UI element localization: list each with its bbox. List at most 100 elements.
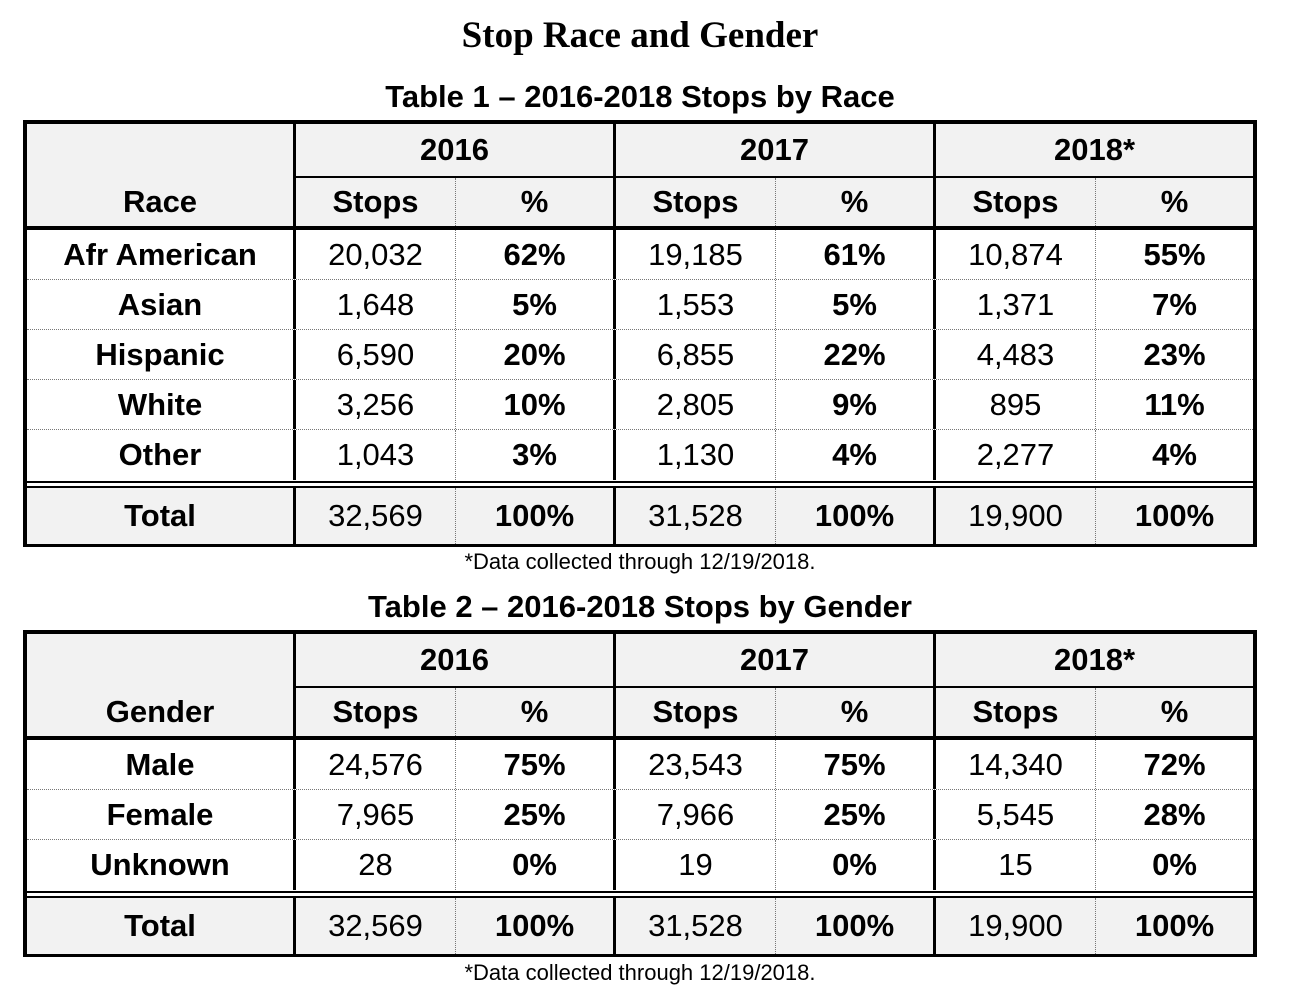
- table-cell: 4%: [1152, 437, 1197, 472]
- table-cell: 7%: [1152, 286, 1197, 322]
- table-cell: 28%: [1143, 796, 1206, 832]
- row-label: White: [27, 380, 296, 429]
- row-label: Afr American: [27, 230, 296, 279]
- table-cell: 19,185: [616, 230, 776, 279]
- table-row: Hispanic 6,590 20% 6,855 22% 4,483 23%: [27, 330, 1253, 380]
- gender-table: Gender 2016 2017 2018* Stops % Stops % S…: [23, 630, 1257, 957]
- table-cell: 31,528: [616, 898, 776, 954]
- table-cell: 22%: [776, 330, 936, 379]
- table-row: Asian 1,648 5% 1,553 5% 1,371 7%: [27, 280, 1253, 330]
- table-row: Unknown 28 0% 19 0% 15 0%: [27, 840, 1253, 898]
- table-cell: 1,553: [616, 280, 776, 329]
- table-cell: 3,256: [296, 380, 456, 429]
- table-cell: 3%: [456, 430, 616, 480]
- row-label: Total: [27, 488, 296, 544]
- year-header: 2018*: [936, 634, 1253, 688]
- subheader-stops: Stops: [296, 688, 456, 736]
- total-row: Total 32,569 100% 31,528 100% 19,900 100…: [27, 488, 1253, 544]
- table-cell: 895: [936, 380, 1096, 429]
- table-cell: 75%: [776, 740, 936, 789]
- table-1-footnote: *Data collected through 12/19/2018.: [464, 549, 816, 574]
- table-cell: 0%: [776, 840, 936, 890]
- row-label: Asian: [27, 280, 296, 329]
- table-cell: 1,130: [616, 430, 776, 480]
- table-cell: 2,277: [936, 430, 1096, 480]
- subheader-stops: Stops: [936, 178, 1096, 226]
- subheader-stops: Stops: [616, 688, 776, 736]
- subheader-percent: %: [456, 688, 616, 736]
- table-cell: 19,900: [936, 898, 1096, 954]
- table-cell: 100%: [456, 898, 616, 954]
- row-label: Female: [27, 790, 296, 839]
- table-cell: 100%: [776, 898, 936, 954]
- table-cell: 9%: [776, 380, 936, 429]
- table-cell: 61%: [776, 230, 936, 279]
- table-cell: 100%: [456, 488, 616, 544]
- table-cell: 0%: [1152, 847, 1197, 882]
- table-cell: 15: [936, 840, 1096, 890]
- table-cell: 20%: [456, 330, 616, 379]
- table-cell: 6,855: [616, 330, 776, 379]
- table-cell: 19: [616, 840, 776, 890]
- table-cell: 1,648: [296, 280, 456, 329]
- table-cell: 32,569: [296, 898, 456, 954]
- table-cell: 7,965: [296, 790, 456, 839]
- row-label: Hispanic: [27, 330, 296, 379]
- subheader-percent: %: [776, 688, 936, 736]
- subheader-percent: %: [456, 178, 616, 226]
- table-cell: 31,528: [616, 488, 776, 544]
- table-header: Race 2016 2017 2018* Stops % Stops % Sto…: [27, 124, 1253, 230]
- table-cell: 24,576: [296, 740, 456, 789]
- column-header-gender: Gender: [27, 634, 296, 736]
- row-label: Total: [27, 898, 296, 954]
- table-cell: 72%: [1143, 746, 1206, 782]
- table-row: Afr American 20,032 62% 19,185 61% 10,87…: [27, 230, 1253, 280]
- row-label: Male: [27, 740, 296, 789]
- table-cell: 25%: [456, 790, 616, 839]
- table-cell: 28: [296, 840, 456, 890]
- table-cell: 2,805: [616, 380, 776, 429]
- table-cell: 55%: [1143, 236, 1206, 272]
- table-row: Other 1,043 3% 1,130 4% 2,277 4%: [27, 430, 1253, 488]
- table-cell: 1,371: [936, 280, 1096, 329]
- race-table: Race 2016 2017 2018* Stops % Stops % Sto…: [23, 120, 1257, 547]
- table-cell: 10,874: [936, 230, 1096, 279]
- table-cell: 20,032: [296, 230, 456, 279]
- table-cell: 100%: [776, 488, 936, 544]
- table-cell: 1,043: [296, 430, 456, 480]
- subheader-stops: Stops: [936, 688, 1096, 736]
- subheader-percent: %: [1160, 184, 1189, 219]
- table-cell: 5,545: [936, 790, 1096, 839]
- table-cell: 14,340: [936, 740, 1096, 789]
- row-label: Other: [27, 430, 296, 480]
- table-cell: 32,569: [296, 488, 456, 544]
- table-cell: 75%: [456, 740, 616, 789]
- year-header: 2017: [616, 124, 936, 178]
- column-header-race: Race: [27, 124, 296, 226]
- table-cell: 100%: [1134, 908, 1215, 943]
- page-title: Stop Race and Gender: [461, 15, 819, 56]
- table-header: Gender 2016 2017 2018* Stops % Stops % S…: [27, 634, 1253, 740]
- table-cell: 0%: [456, 840, 616, 890]
- table-row: Female 7,965 25% 7,966 25% 5,545 28%: [27, 790, 1253, 840]
- subheader-percent: %: [1160, 694, 1189, 729]
- table-cell: 4%: [776, 430, 936, 480]
- subheader-stops: Stops: [616, 178, 776, 226]
- table-cell: 62%: [456, 230, 616, 279]
- table-cell: 5%: [456, 280, 616, 329]
- total-row: Total 32,569 100% 31,528 100% 19,900 100…: [27, 898, 1253, 954]
- row-label: Unknown: [27, 840, 296, 890]
- table-cell: 19,900: [936, 488, 1096, 544]
- year-header: 2016: [296, 124, 616, 178]
- table-cell: 5%: [776, 280, 936, 329]
- subheader-stops: Stops: [296, 178, 456, 226]
- table-1-caption: Table 1 – 2016-2018 Stops by Race: [385, 79, 895, 114]
- table-cell: 10%: [456, 380, 616, 429]
- table-cell: 23,543: [616, 740, 776, 789]
- table-cell: 100%: [1134, 498, 1215, 533]
- table-2-caption: Table 2 – 2016-2018 Stops by Gender: [368, 589, 912, 624]
- table-cell: 7,966: [616, 790, 776, 839]
- table-cell: 25%: [776, 790, 936, 839]
- year-header: 2017: [616, 634, 936, 688]
- table-cell: 4,483: [936, 330, 1096, 379]
